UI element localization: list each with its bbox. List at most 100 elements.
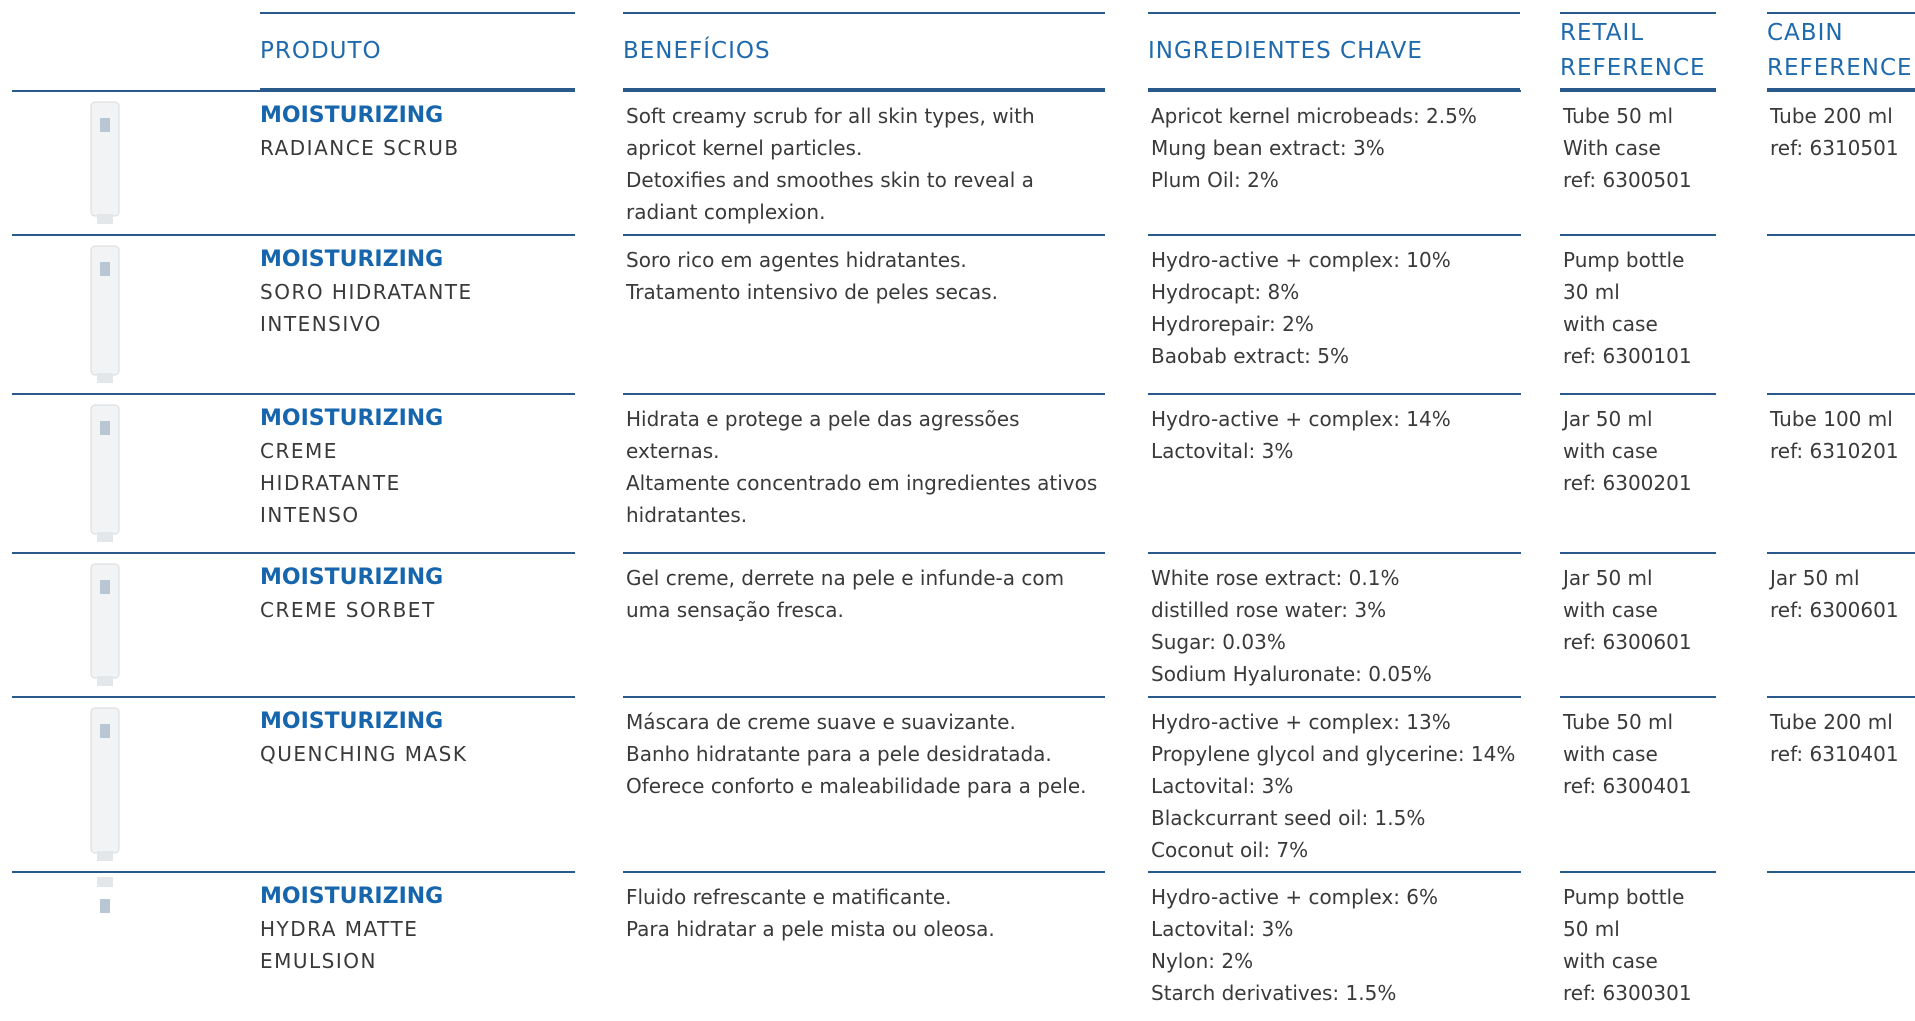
benefits-line: Detoxifies and smoothes skin to reveal a… [626,168,1034,224]
ingredients-line: Baobab extract: 5% [1151,344,1349,368]
product-name: CREME SORBET [260,598,436,622]
retail-line: ref: 6300101 [1563,344,1692,368]
cabin-line: Tube 100 ml [1770,407,1893,431]
retail-line: Pump bottle [1563,248,1685,272]
benefits-cell: Fluido refrescante e matificante. Para hi… [623,871,1105,945]
benefits-line: Altamente concentrado em ingredientes at… [626,471,1098,527]
benefits-cell: Soft creamy scrub for all skin types, wi… [623,90,1105,234]
retail-cell: Tube 50 ml with case ref: 6300401 [1560,696,1716,871]
ingredients-line: Hydro-active + complex: 10% [1151,248,1451,272]
benefits-cell: Máscara de creme suave e suavizante. Banh… [623,696,1105,871]
product-brand: MOISTURIZING [260,565,444,590]
product-name: RADIANCE SCRUB [260,136,460,160]
retail-line: Tube 50 ml [1563,710,1674,734]
retail-cell: Pump bottle 50 ml with case ref: 6300301 [1560,871,1716,1009]
retail-line: Jar 50 ml [1563,566,1653,590]
retail-line: Pump bottle [1563,885,1685,909]
ingredients-cell: Hydro-active + complex: 6% Lactovital: 3%… [1148,871,1540,1009]
ingredients-line: Hydro-active + complex: 13% [1151,710,1451,734]
retail-line: Tube 50 ml [1563,104,1674,128]
cabin-line: ref: 6310501 [1770,136,1899,160]
ingredients-cell: White rose extract: 0.1% distilled rose w… [1148,552,1540,696]
cabin-line: Jar 50 ml [1770,566,1860,590]
cabin-cell [1767,234,1915,393]
benefits-line: Banho hidratante para a pele desidratada… [626,742,1052,766]
cabin-cell [1767,871,1915,881]
ingredients-line: Hydrocapt: 8% [1151,280,1300,304]
retail-line: ref: 6300501 [1563,168,1692,192]
product-image [97,877,113,913]
benefits-line: Soro rico em agentes hidratantes. [626,248,967,272]
product-brand: MOISTURIZING [260,884,444,909]
product-brand: MOISTURIZING [260,103,444,128]
ingredients-line: Lactovital: 3% [1151,917,1294,941]
ingredients-line: Starch derivatives: 1.5% [1151,981,1397,1005]
retail-line: Jar 50 ml [1563,407,1653,431]
retail-line: ref: 6300301 [1563,981,1692,1005]
ingredients-line: Propylene glycol and glycerine: 14% [1151,742,1516,766]
ingredients-cell: Hydro-active + complex: 10% Hydrocapt: 8%… [1148,234,1540,393]
cabin-line: ref: 6310401 [1770,742,1899,766]
ingredients-line: Sugar: 0.03% [1151,630,1286,654]
cabin-line: ref: 6300601 [1770,598,1899,622]
product-image [90,404,120,542]
ingredients-line: Apricot kernel microbeads: 2.5% [1151,104,1477,128]
retail-line: ref: 6300401 [1563,774,1692,798]
product-image [90,101,120,224]
column-header: PRODUTO [260,12,575,90]
retail-line: 30 ml [1563,280,1620,304]
product-image [90,245,120,383]
product-cell: MOISTURIZING CREME HIDRATANTE INTENSO [12,393,575,552]
benefits-line: Tratamento intensivo de peles secas. [626,280,998,304]
ingredients-line: White rose extract: 0.1% [1151,566,1400,590]
retail-line: ref: 6300601 [1563,630,1692,654]
ingredients-line: Hydro-active + complex: 14% [1151,407,1451,431]
retail-line: with case [1563,949,1658,973]
retail-cell: Tube 50 ml With case ref: 6300501 [1560,90,1716,234]
product-brand: MOISTURIZING [260,406,444,431]
benefits-line: Soft creamy scrub for all skin types, wi… [626,104,1035,160]
ingredients-line: Nylon: 2% [1151,949,1254,973]
product-image [90,707,120,861]
product-name: QUENCHING MASK [260,742,468,766]
product-cell: MOISTURIZING HYDRA MATTE EMULSION [12,871,575,977]
ingredients-line: distilled rose water: 3% [1151,598,1387,622]
product-cell: MOISTURIZING CREME SORBET [12,552,575,696]
product-name: CREME HIDRATANTE INTENSO [260,439,401,527]
benefits-cell: Gel creme, derrete na pele e infunde-a c… [623,552,1105,696]
cabin-line: Tube 200 ml [1770,104,1893,128]
product-name: SORO HIDRATANTE INTENSIVO [260,280,473,336]
ingredients-line: Blackcurrant seed oil: 1.5% [1151,806,1426,830]
retail-line: ref: 6300201 [1563,471,1692,495]
column-header: INGREDIENTES CHAVE [1148,12,1520,90]
benefits-cell: Soro rico em agentes hidratantes. Tratame… [623,234,1105,393]
retail-line: 50 ml [1563,917,1620,941]
retail-line: with case [1563,312,1658,336]
ingredients-line: Plum Oil: 2% [1151,168,1279,192]
ingredients-line: Hydrorepair: 2% [1151,312,1314,336]
ingredients-cell: Hydro-active + complex: 13% Propylene gly… [1148,696,1540,871]
cabin-cell: Tube 100 ml ref: 6310201 [1767,393,1915,552]
benefits-line: Oferece conforto e maleabilidade para a … [626,774,1087,798]
retail-cell: Pump bottle 30 ml with case ref: 6300101 [1560,234,1716,393]
product-brand: MOISTURIZING [260,709,444,734]
product-cell: MOISTURIZING RADIANCE SCRUB [12,90,575,234]
product-cell: MOISTURIZING SORO HIDRATANTE INTENSIVO [12,234,575,393]
column-header: BENEFÍCIOS [623,12,1105,90]
ingredients-line: Sodium Hyaluronate: 0.05% [1151,662,1432,686]
benefits-line: Fluido refrescante e matificante. [626,885,952,909]
benefits-line: Hidrata e protege a pele das agressões e… [626,407,1020,463]
product-image [90,563,120,686]
retail-line: With case [1563,136,1661,160]
product-name: HYDRA MATTE EMULSION [260,917,419,973]
retail-line: with case [1563,439,1658,463]
ingredients-line: Lactovital: 3% [1151,774,1294,798]
cabin-cell: Jar 50 ml ref: 6300601 [1767,552,1915,696]
benefits-line: Máscara de creme suave e suavizante. [626,710,1016,734]
ingredients-line: Coconut oil: 7% [1151,838,1309,862]
column-header: CABIN REFERENCE [1767,12,1915,90]
cabin-line: Tube 200 ml [1770,710,1893,734]
cabin-cell: Tube 200 ml ref: 6310401 [1767,696,1915,871]
cabin-cell: Tube 200 ml ref: 6310501 [1767,90,1915,234]
